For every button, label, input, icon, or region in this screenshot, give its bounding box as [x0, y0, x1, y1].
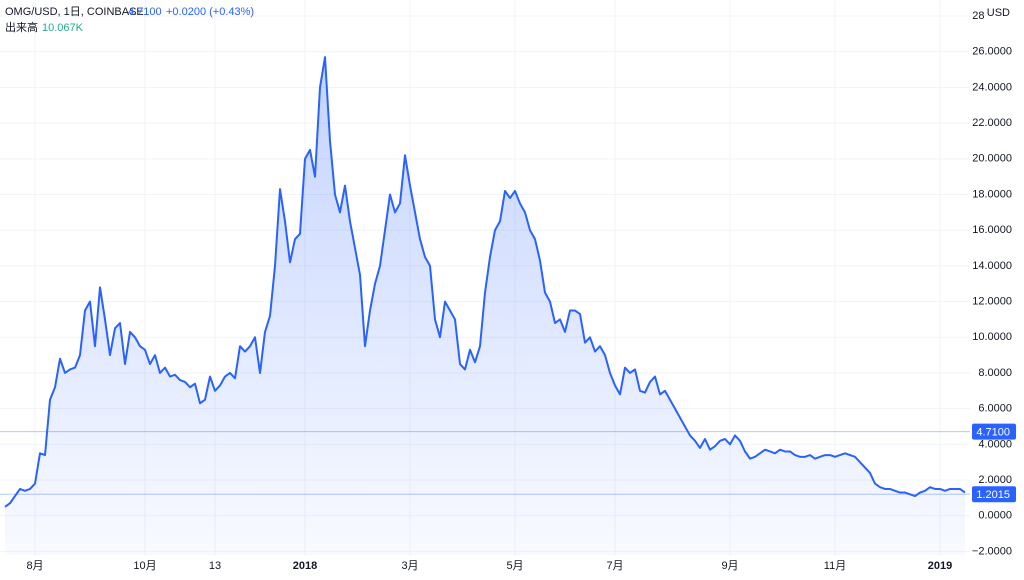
x-tick-label: 11月 — [824, 560, 846, 572]
x-tick-label: 8月 — [26, 560, 43, 572]
y-tick-label: 0.0000 — [978, 510, 1012, 522]
y-tick-label: −2.0000 — [972, 545, 1012, 557]
area-fill — [5, 57, 965, 555]
x-tick-label: 2018 — [293, 560, 317, 572]
plot — [4, 56, 966, 555]
x-tick-label: 2019 — [928, 560, 952, 572]
price-tag-label: 1.2015 — [976, 489, 1010, 501]
y-tick-label: 24.0000 — [972, 81, 1012, 93]
x-tick-label: 5月 — [506, 560, 523, 572]
y-tick-label: 12.0000 — [972, 295, 1012, 307]
volume-value: 10.067K — [42, 22, 84, 34]
price-tag-box — [972, 486, 1016, 503]
y-tick-label: 4.0000 — [978, 438, 1012, 450]
price-tag-box — [972, 423, 1016, 440]
axis-unit: USD — [987, 7, 1010, 19]
price-change: +0.0200 (+0.43%) — [166, 6, 254, 18]
y-tick-label: 26.0000 — [972, 46, 1012, 58]
symbol-title: OMG/USD, 1日, COINBASE — [5, 6, 144, 18]
y-tick-label: 16.0000 — [972, 224, 1012, 236]
x-tick-label: 9月 — [721, 560, 738, 572]
last-price: 4.7100 — [128, 6, 162, 18]
price-line — [4, 56, 966, 508]
x-tick-label: 7月 — [606, 560, 623, 572]
y-tick-label: 18.0000 — [972, 188, 1012, 200]
y-tick-label: 22.0000 — [972, 117, 1012, 129]
x-tick-label: 10月 — [133, 560, 156, 572]
y-tick-label: 2.0000 — [978, 474, 1012, 486]
y-tick-label: 20.0000 — [972, 153, 1012, 165]
x-tick-label: 13 — [209, 560, 221, 572]
unit-box — [984, 4, 1014, 22]
price-tags: 4.7100 1.2015 — [0, 423, 1016, 503]
y-tick-label: 6.0000 — [978, 403, 1012, 415]
x-tick-label: 3月 — [401, 560, 418, 572]
price-tag-label: 4.7100 — [976, 427, 1010, 439]
y-tick-label: 8.0000 — [978, 367, 1012, 379]
y-tick-label: 10.0000 — [972, 331, 1012, 343]
volume-label: 出来高 — [5, 20, 38, 34]
axis: −2.0000 0.0000 2.0000 4.0000 6.0000 8.0000 10.… — [26, 10, 1012, 572]
y-tick-label: 14.0000 — [972, 260, 1012, 272]
